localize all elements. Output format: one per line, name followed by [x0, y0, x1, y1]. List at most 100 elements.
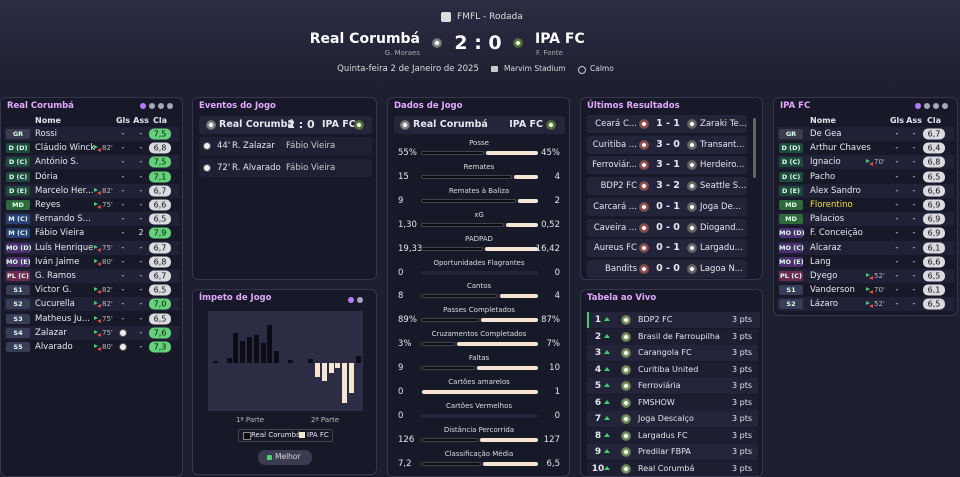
goal-icon: [119, 328, 127, 337]
result-row: [587, 135, 747, 154]
assists: -: [912, 285, 916, 295]
player-name: Pacho: [810, 171, 836, 182]
column-header: Gls: [115, 116, 131, 125]
momentum-bar: [335, 363, 341, 368]
goals: -: [121, 256, 125, 266]
stat-label: Distância Percorrida: [443, 425, 515, 434]
team-crest: [687, 263, 697, 274]
rating: 6,5: [149, 213, 171, 225]
rating: 6,5: [923, 298, 945, 310]
player-name: Dória: [35, 171, 58, 182]
player-name: Alcaraz: [810, 242, 842, 253]
goals: -: [895, 285, 899, 295]
position-badge: S1: [6, 285, 30, 296]
table-position: 8: [594, 430, 602, 441]
momentum-bar: [240, 341, 246, 363]
team-crest: [432, 38, 442, 48]
player-name: Fernando S...: [35, 214, 91, 225]
sub-minute: 75': [102, 243, 113, 252]
position-badge: GR: [779, 129, 803, 139]
home-stat-bar: [421, 246, 484, 251]
sub-out-icon: [97, 148, 101, 153]
header-row: [199, 116, 372, 134]
assists: -: [912, 171, 916, 181]
player-name: Alvarado: [35, 342, 73, 352]
sub-minute: 80': [102, 343, 113, 351]
momentum-bar: [321, 363, 327, 381]
goals: -: [895, 214, 899, 224]
sub-minute: 70': [874, 286, 885, 295]
player-name: Lang: [810, 256, 831, 267]
assists: -: [139, 200, 143, 209]
rating: 7,1: [149, 171, 171, 183]
player-name: De Gea: [810, 129, 842, 139]
home-stat-bar: [421, 461, 482, 466]
trend-up-icon: [604, 317, 610, 321]
row-stripe: [777, 183, 954, 198]
column-header: Ass: [133, 116, 149, 125]
row-stripe: [777, 297, 954, 312]
away-value: 0: [554, 267, 560, 278]
page-dot: [167, 103, 173, 109]
home-value: 126: [398, 434, 415, 445]
team-crest: [621, 381, 631, 391]
stat-label: Remates: [463, 162, 495, 171]
home-team: Aureus FC: [593, 243, 637, 254]
stat-label: Classificação Média: [444, 449, 514, 458]
home-value: 3%: [398, 339, 412, 350]
results-panel: Últimos Resultados Ceará C... 1 - 1 Zaraki …: [580, 97, 763, 280]
table-team: Joga Descalço: [638, 414, 694, 423]
sub-in-icon: [94, 187, 98, 192]
row-stripe: [777, 127, 954, 141]
table-points: 3 pts: [731, 348, 752, 357]
assists: -: [912, 242, 916, 252]
team-crest: [513, 38, 523, 48]
stat-label: xG: [474, 210, 484, 219]
sub-minute: 82': [102, 144, 113, 153]
sub-minute: 75': [102, 328, 113, 337]
stat-label: Posse: [469, 139, 489, 147]
team-crest: [639, 243, 649, 254]
table-position: 2: [594, 331, 602, 342]
team-crest: [687, 160, 697, 171]
result-row: [587, 115, 747, 133]
away-team: Transant...: [700, 139, 745, 150]
position-badge: M (C): [6, 214, 30, 225]
away-scorer: F. Fonte: [536, 49, 563, 57]
trend-up-icon: [604, 432, 610, 437]
away-value: 4: [554, 171, 560, 182]
result-row: [587, 218, 747, 237]
sub-out-icon: [97, 190, 101, 195]
away-lineup-panel: IPA FC Nome Gls Ass Cla GR De Gea - -6,7 D (D) Art…: [773, 97, 958, 316]
sub-out-icon: [97, 304, 101, 309]
home-value: 8: [398, 291, 404, 302]
away-value: 0,52: [541, 219, 560, 230]
sub-out-icon: [97, 290, 101, 295]
team-crest: [687, 201, 697, 212]
home-team-name: Real Corumbá: [309, 31, 420, 47]
sub-out-icon: [869, 304, 873, 309]
team-crest: [687, 139, 697, 150]
player-name: Lázaro: [810, 299, 839, 310]
assists: -: [912, 129, 916, 138]
better-button[interactable]: [258, 450, 312, 465]
away-stat-bar: [505, 222, 538, 227]
assists: -: [912, 185, 916, 195]
goals: -: [121, 185, 125, 195]
sub-in-icon: [866, 287, 870, 292]
goals: -: [895, 143, 899, 153]
page-dot: [942, 103, 948, 109]
panel-title: Real Corumbá: [7, 101, 74, 111]
assists: -: [912, 214, 916, 224]
team-crest: [639, 263, 649, 274]
sub-in-icon: [866, 159, 870, 164]
sub-minute: 70': [874, 158, 885, 167]
home-team: Caveira ...: [593, 222, 637, 233]
competition-icon: [441, 12, 451, 22]
legend-box: [238, 429, 333, 442]
sub-in-icon: [94, 287, 98, 292]
position-badge: MO (D): [779, 228, 805, 239]
goals: -: [895, 185, 899, 195]
momentum-bar: [260, 343, 266, 363]
stat-label: Cantos: [466, 282, 492, 291]
